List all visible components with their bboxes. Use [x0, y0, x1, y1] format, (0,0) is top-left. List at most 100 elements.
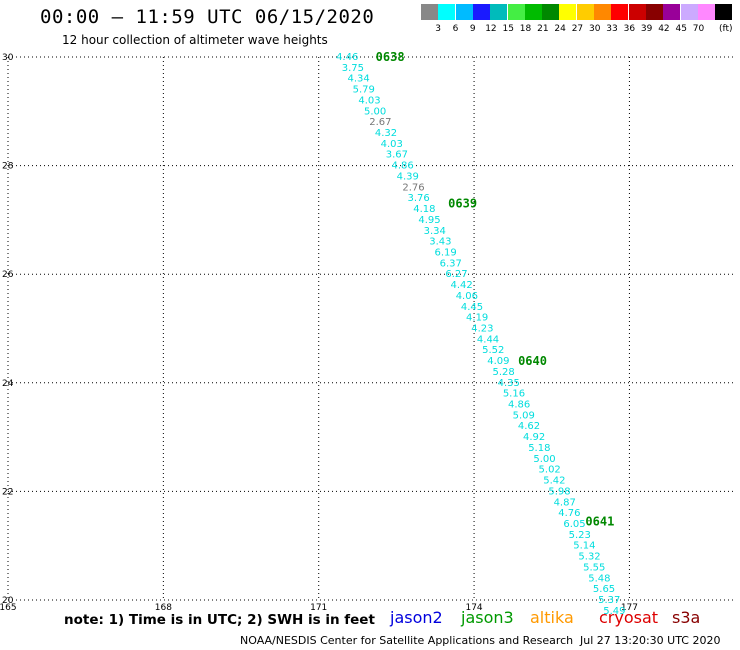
colorbar-label: 24: [554, 24, 566, 34]
colorbar-swatch: [576, 4, 594, 20]
satellite-cryosat: cryosat: [599, 608, 659, 627]
swh-data-label: 5.79: [353, 85, 375, 96]
time-label: 0641: [585, 514, 614, 528]
swh-data-label: 4.34: [347, 74, 369, 85]
x-tick-label: 165: [0, 603, 17, 613]
footer-note: note: 1) Time is in UTC; 2) SWH is in fe…: [64, 612, 375, 628]
swh-data-label: 2.76: [402, 182, 424, 193]
swh-data-label: 4.35: [498, 378, 520, 389]
colorbar-label: 45: [675, 24, 687, 34]
x-tick-label: 168: [155, 603, 172, 613]
footer-timestamp: Jul 27 13:20:30 UTC 2020: [580, 634, 721, 647]
swh-data-label: 5.00: [364, 106, 386, 117]
swh-data-label: 5.23: [569, 530, 591, 541]
y-tick-label: 26: [2, 270, 14, 280]
swh-data-label: 5.00: [533, 454, 555, 465]
swh-data-label: 6.19: [434, 247, 456, 258]
colorbar-swatch: [438, 4, 456, 20]
swh-data-label: 4.42: [451, 280, 473, 291]
colorbar-label: 42: [658, 24, 670, 34]
swh-data-label: 3.75: [342, 63, 364, 74]
swh-data-label: 6.27: [445, 269, 467, 280]
colorbar-swatch: [455, 4, 473, 20]
colorbar-swatch: [490, 4, 508, 20]
swh-data-label: 4.76: [558, 508, 580, 519]
y-tick-label: 30: [2, 53, 14, 63]
swh-data-label: 5.48: [588, 573, 610, 584]
x-tick-label: 171: [310, 603, 327, 613]
colorbar-label: 27: [571, 24, 584, 34]
x-tick-label: 174: [465, 603, 482, 613]
swh-data-label: 5.28: [492, 367, 514, 378]
colorbar-swatch: [559, 4, 577, 20]
swh-data-label: 5.14: [573, 541, 595, 552]
colorbar-unit: (ft): [719, 24, 733, 34]
colorbar-label: 15: [502, 24, 514, 34]
swh-data-label: 4.45: [461, 302, 483, 313]
colorbar-label: 39: [640, 24, 653, 34]
colorbar-label: 18: [519, 24, 532, 34]
colorbar-label: 3: [435, 24, 442, 34]
colorbar-swatch: [542, 4, 560, 20]
colorbar-swatch: [611, 4, 629, 20]
swh-data-label: 4.06: [456, 291, 478, 302]
colorbar-label: 70: [692, 24, 705, 34]
swh-data-label: 4.03: [381, 139, 403, 150]
swh-data-label: 4.09: [487, 356, 509, 367]
colorbar-swatch: [472, 4, 490, 20]
colorbar-label: 21: [537, 24, 549, 34]
colorbar-label: 6: [452, 24, 459, 34]
time-label: 0638: [376, 50, 405, 64]
colorbar-swatch: [421, 4, 438, 20]
swh-data-label: 4.18: [413, 204, 435, 215]
colorbar-label: 9: [469, 24, 476, 34]
swh-data-label: 4.32: [375, 128, 397, 139]
swh-data-label: 5.52: [482, 345, 504, 356]
satellite-s3a: s3a: [672, 608, 701, 627]
colorbar-label: 12: [485, 24, 497, 34]
swh-data-label: 4.19: [466, 313, 488, 324]
swh-data-label: 3.43: [429, 237, 451, 248]
swh-data-label: 5.32: [578, 552, 600, 563]
swh-data-label: 3.76: [408, 193, 430, 204]
colorbar-swatch: [697, 4, 715, 20]
page-subtitle: 12 hour collection of altimeter wave hei…: [62, 33, 328, 47]
satellite-jason2: jason2: [390, 608, 443, 627]
swh-data-label: 6.05: [563, 519, 585, 530]
colorbar-swatch: [628, 4, 646, 20]
y-tick-label: 28: [2, 162, 14, 172]
swh-data-label: 4.23: [471, 324, 493, 335]
colorbar-label: 36: [623, 24, 636, 34]
y-tick-label: 20: [2, 596, 14, 606]
colorbar-swatch: [645, 4, 663, 20]
swh-data-label: 4.62: [518, 421, 540, 432]
swh-data-label: 4.46: [336, 52, 358, 63]
swh-data-label: 3.34: [424, 226, 446, 237]
satellite-altika: altika: [530, 608, 574, 627]
swh-data-label: 4.86: [391, 161, 413, 172]
page-title: 00:00 – 11:59 UTC 06/15/2020: [40, 6, 375, 28]
footer-credit: NOAA/NESDIS Center for Satellite Applica…: [240, 634, 574, 647]
time-label: 0639: [448, 197, 477, 211]
colorbar-swatch: [507, 4, 525, 20]
swh-data-label: 5.16: [503, 389, 525, 400]
swh-data-label: 4.03: [358, 95, 380, 106]
swh-data-label: 6.37: [440, 258, 462, 269]
swh-data-label: 5.42: [543, 476, 565, 487]
swh-data-label: 5.09: [513, 410, 535, 421]
swh-data-label: 2.67: [369, 117, 391, 128]
swh-data-label: 4.86: [508, 400, 530, 411]
colorbar-label: 30: [589, 24, 601, 34]
swh-data-label: 4.44: [477, 334, 499, 345]
colorbar-swatch: [715, 4, 733, 20]
swh-data-label: 5.37: [598, 595, 620, 606]
colorbar-swatch: [663, 4, 681, 20]
swh-data-label: 5.49: [603, 606, 625, 617]
satellite-jason3: jason3: [461, 608, 514, 627]
colorbar-label: 33: [606, 24, 618, 34]
swh-data-label: 5.55: [583, 562, 605, 573]
colorbar-swatch: [524, 4, 542, 20]
colorbar-swatch: [680, 4, 698, 20]
time-label: 0640: [518, 354, 547, 368]
